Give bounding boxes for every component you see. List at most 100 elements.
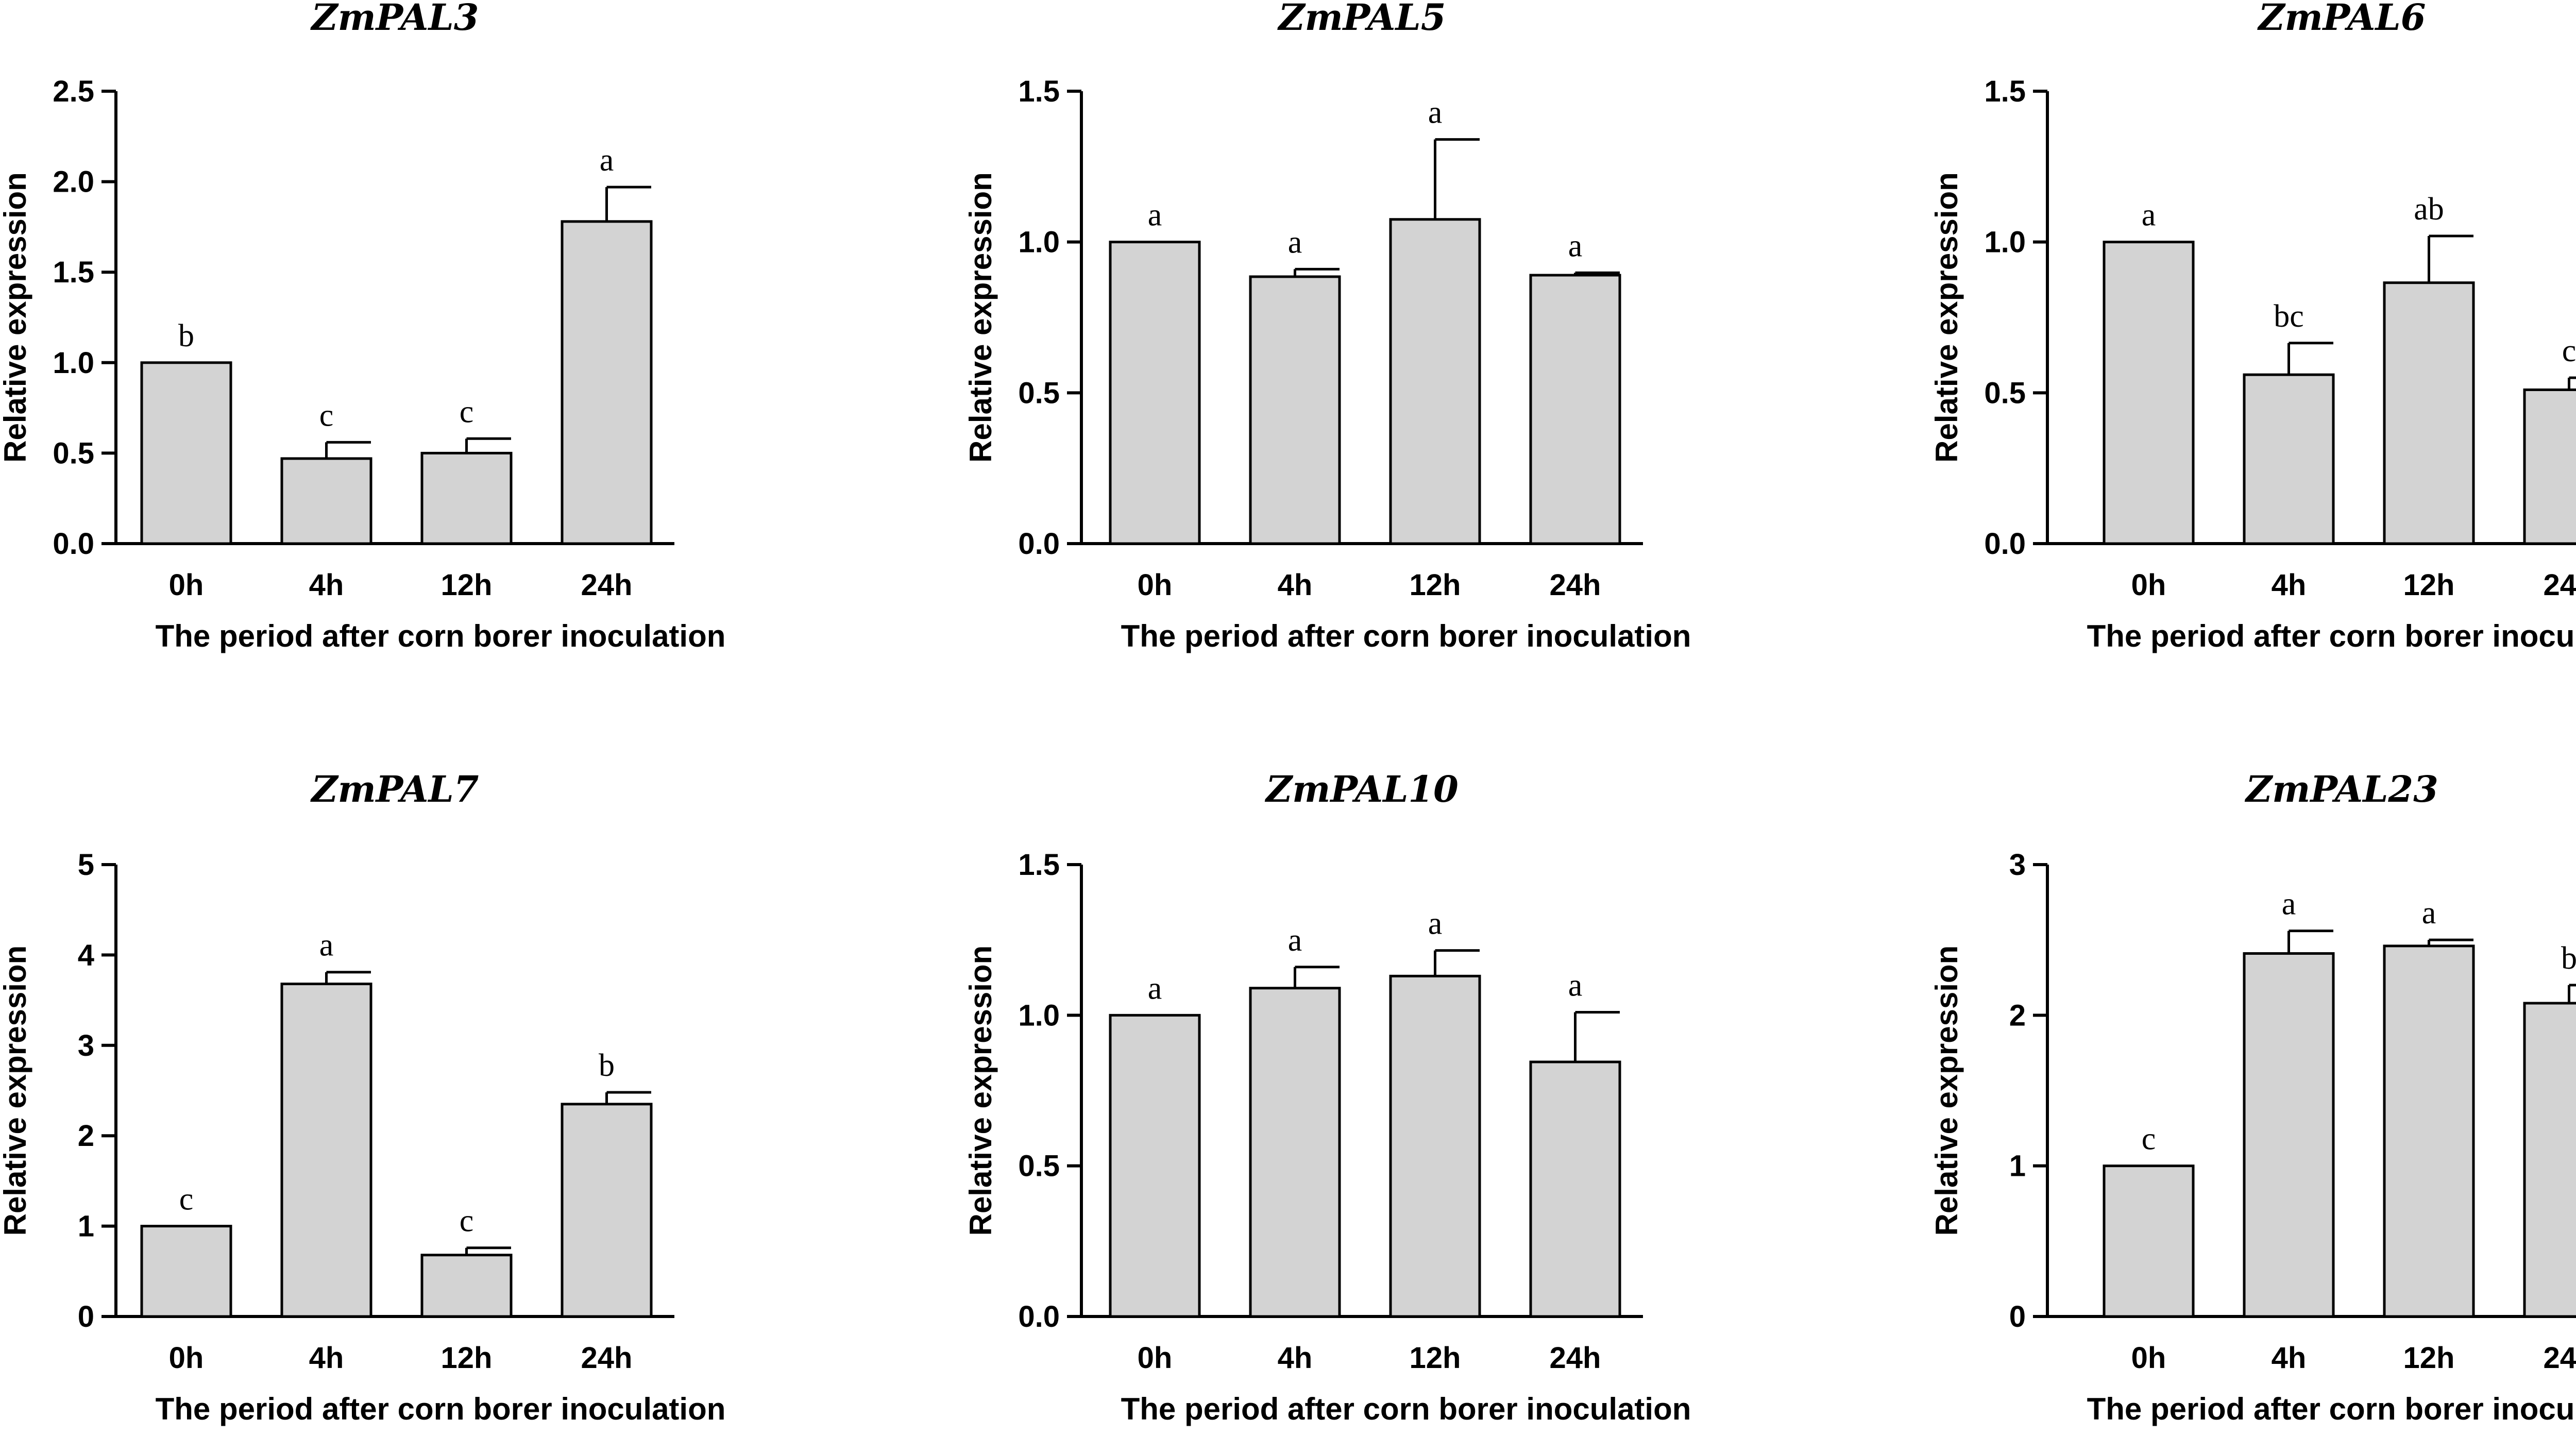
y-tick-label: 1.0 <box>1018 999 1060 1032</box>
x-axis-label: The period after corn borer inoculation <box>156 1392 726 1426</box>
significance-label: c <box>460 1204 474 1239</box>
bar <box>2523 388 2576 545</box>
x-tick-label: 4h <box>2272 568 2307 602</box>
x-tick-label: 4h <box>309 568 344 602</box>
significance-label: a <box>2142 198 2156 233</box>
x-axis-label: The period after corn borer inoculation <box>2087 619 2576 653</box>
x-tick-label: 12h <box>1410 1341 1461 1375</box>
y-tick-label: 1.0 <box>53 346 94 380</box>
y-axis-label: Relative expression <box>963 946 998 1236</box>
x-tick-label: 24h <box>581 568 633 602</box>
chart-panel-4: ZmPAL7 0 1 2 3 4 5 Relative expression c 0h a 4h c 12… <box>0 768 725 1426</box>
significance-label: b <box>2561 941 2576 976</box>
bar <box>1389 218 1481 545</box>
y-tick-label: 0.0 <box>53 527 94 561</box>
bar <box>2243 952 2335 1318</box>
y-tick-label: 0.5 <box>1018 376 1060 410</box>
significance-label: a <box>1148 971 1162 1006</box>
bar <box>1109 1014 1201 1318</box>
x-tick-label: 24h <box>1550 568 1601 602</box>
y-tick-label: 0.0 <box>1018 527 1060 561</box>
bar <box>2103 241 2195 545</box>
chart-title: ZmPAL7 <box>310 768 479 811</box>
significance-label: ab <box>2414 192 2444 227</box>
x-axis-label: The period after corn borer inoculation <box>1121 1392 1691 1426</box>
bar <box>2103 1164 2195 1318</box>
x-tick-label: 4h <box>1278 568 1313 602</box>
significance-label: a <box>319 928 334 963</box>
y-tick-label: 1.0 <box>1984 226 2026 259</box>
significance-label: a <box>2422 896 2436 931</box>
y-axis-label: Relative expression <box>1929 946 1964 1236</box>
y-tick-label: 1.0 <box>1018 226 1060 259</box>
x-tick-label: 0h <box>1138 568 1173 602</box>
significance-label: b <box>178 318 194 353</box>
y-tick-label: 2.5 <box>53 75 94 108</box>
y-tick-label: 0.5 <box>53 436 94 470</box>
chart-panel-5: ZmPAL10 0.0 0.5 1.0 1.5 Relative expression a 0… <box>963 768 1691 1426</box>
y-tick-label: 3 <box>2009 848 2026 882</box>
significance-label: a <box>1428 906 1443 941</box>
bar <box>1109 241 1201 545</box>
bar <box>2523 1002 2576 1318</box>
bar <box>420 1254 513 1318</box>
y-tick-label: 1.5 <box>1018 75 1060 108</box>
significance-label: c <box>179 1182 194 1217</box>
y-tick-label: 5 <box>78 848 94 882</box>
bar <box>561 220 653 545</box>
x-tick-label: 24h <box>2544 1341 2576 1375</box>
significance-label: a <box>1568 968 1583 1003</box>
bar <box>140 361 232 545</box>
chart-panel-6: ZmPAL23 0 1 2 3 Relative expression c 0h a 4h a 12h… <box>1929 768 2576 1426</box>
x-tick-label: 12h <box>441 568 493 602</box>
y-axis-label: Relative expression <box>0 172 32 463</box>
y-axis-label: Relative expression <box>963 172 998 463</box>
x-tick-label: 12h <box>441 1341 493 1375</box>
bar <box>1249 987 1341 1318</box>
x-tick-label: 4h <box>2272 1341 2307 1375</box>
chart-title: ZmPAL10 <box>1264 768 1459 811</box>
x-tick-label: 24h <box>1550 1341 1601 1375</box>
x-tick-label: 0h <box>1138 1341 1173 1375</box>
y-tick-label: 1 <box>78 1210 94 1243</box>
bar <box>2243 373 2335 545</box>
significance-label: a <box>1568 228 1583 263</box>
chart-title: ZmPAL3 <box>310 0 479 39</box>
y-tick-label: 0.0 <box>1018 1300 1060 1333</box>
chart-title: ZmPAL5 <box>1277 0 1446 39</box>
y-tick-label: 2 <box>2009 999 2026 1032</box>
x-tick-label: 12h <box>2403 568 2455 602</box>
x-tick-label: 0h <box>169 568 204 602</box>
significance-label: a <box>2282 887 2296 922</box>
y-axis-label: Relative expression <box>1929 172 1964 463</box>
chart-panel-1: ZmPAL3 0.0 0.5 1.0 1.5 2.0 2.5 Relative express… <box>0 0 725 653</box>
significance-label: c <box>319 398 334 433</box>
y-tick-label: 1 <box>2009 1150 2026 1183</box>
x-tick-label: 4h <box>1278 1341 1313 1375</box>
y-tick-label: 0.0 <box>1984 527 2026 561</box>
x-tick-label: 24h <box>581 1341 633 1375</box>
x-tick-label: 0h <box>169 1341 204 1375</box>
significance-label: a <box>1148 198 1162 233</box>
significance-label: c <box>460 394 474 429</box>
bar <box>2383 281 2475 545</box>
bar <box>1529 1060 1621 1318</box>
significance-label: a <box>1428 95 1443 130</box>
y-tick-label: 3 <box>78 1029 94 1062</box>
y-tick-label: 0 <box>2009 1300 2026 1333</box>
significance-label: a <box>600 143 614 178</box>
bar <box>1249 275 1341 545</box>
bar <box>1529 274 1621 545</box>
chart-title: ZmPAL6 <box>2257 0 2426 39</box>
x-axis-label: The period after corn borer inoculation <box>2087 1392 2576 1426</box>
bar <box>280 983 372 1318</box>
bar <box>420 451 513 545</box>
chart-panel-3: ZmPAL6 0.0 0.5 1.0 1.5 Relative expression a 0h… <box>1929 0 2576 653</box>
significance-label: a <box>1288 923 1302 958</box>
x-tick-label: 0h <box>2131 568 2166 602</box>
chart-panel-2: ZmPAL5 0.0 0.5 1.0 1.5 Relative expression a 0h… <box>963 0 1691 653</box>
significance-label: c <box>2562 333 2576 368</box>
y-tick-label: 0 <box>78 1300 94 1333</box>
significance-label: b <box>599 1048 615 1083</box>
